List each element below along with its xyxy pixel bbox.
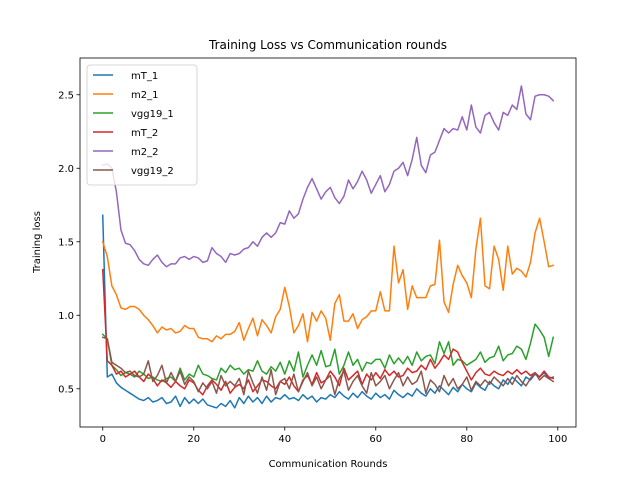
series-line-m2-2 <box>101 85 555 268</box>
x-axis-label: Communication Rounds <box>269 459 388 470</box>
x-tick-label: 60 <box>369 434 382 445</box>
legend-label: m2_2 <box>131 147 158 158</box>
axes-frame <box>79 57 577 428</box>
series-line-mt-1 <box>101 214 555 409</box>
x-tick-label: 20 <box>187 434 200 445</box>
legend-label: mT_2 <box>131 128 158 139</box>
legend-label: vgg19_1 <box>131 109 174 120</box>
legend-box <box>86 64 198 186</box>
series-line-mt-2 <box>101 268 555 396</box>
legend: mT_1 m2_1 vgg19_1 mT_2 m2_2 vgg19_2 <box>86 64 198 186</box>
legend-label: m2_1 <box>131 90 158 101</box>
x-tick-label: 40 <box>278 434 291 445</box>
x-axis: 0 20 40 60 80 100 <box>100 427 567 445</box>
chart-title: Training Loss vs Communication rounds <box>208 38 447 52</box>
y-axis: 0.5 1.0 1.5 2.0 2.5 <box>58 90 80 395</box>
x-tick-label: 0 <box>100 434 106 445</box>
legend-label: mT_1 <box>131 71 158 82</box>
x-tick-label: 100 <box>548 434 567 445</box>
y-tick-label: 2.0 <box>58 164 74 175</box>
x-tick-label: 80 <box>460 434 473 445</box>
series-line-m2-1 <box>101 217 555 343</box>
series-line-vgg19-2 <box>101 336 555 396</box>
y-tick-label: 1.0 <box>58 311 74 322</box>
y-tick-label: 1.5 <box>58 237 74 248</box>
y-tick-label: 2.5 <box>58 90 74 101</box>
y-tick-label: 0.5 <box>58 384 74 395</box>
plot-area <box>101 85 555 409</box>
y-axis-label: Training loss <box>32 211 43 274</box>
legend-label: vgg19_2 <box>131 166 174 177</box>
